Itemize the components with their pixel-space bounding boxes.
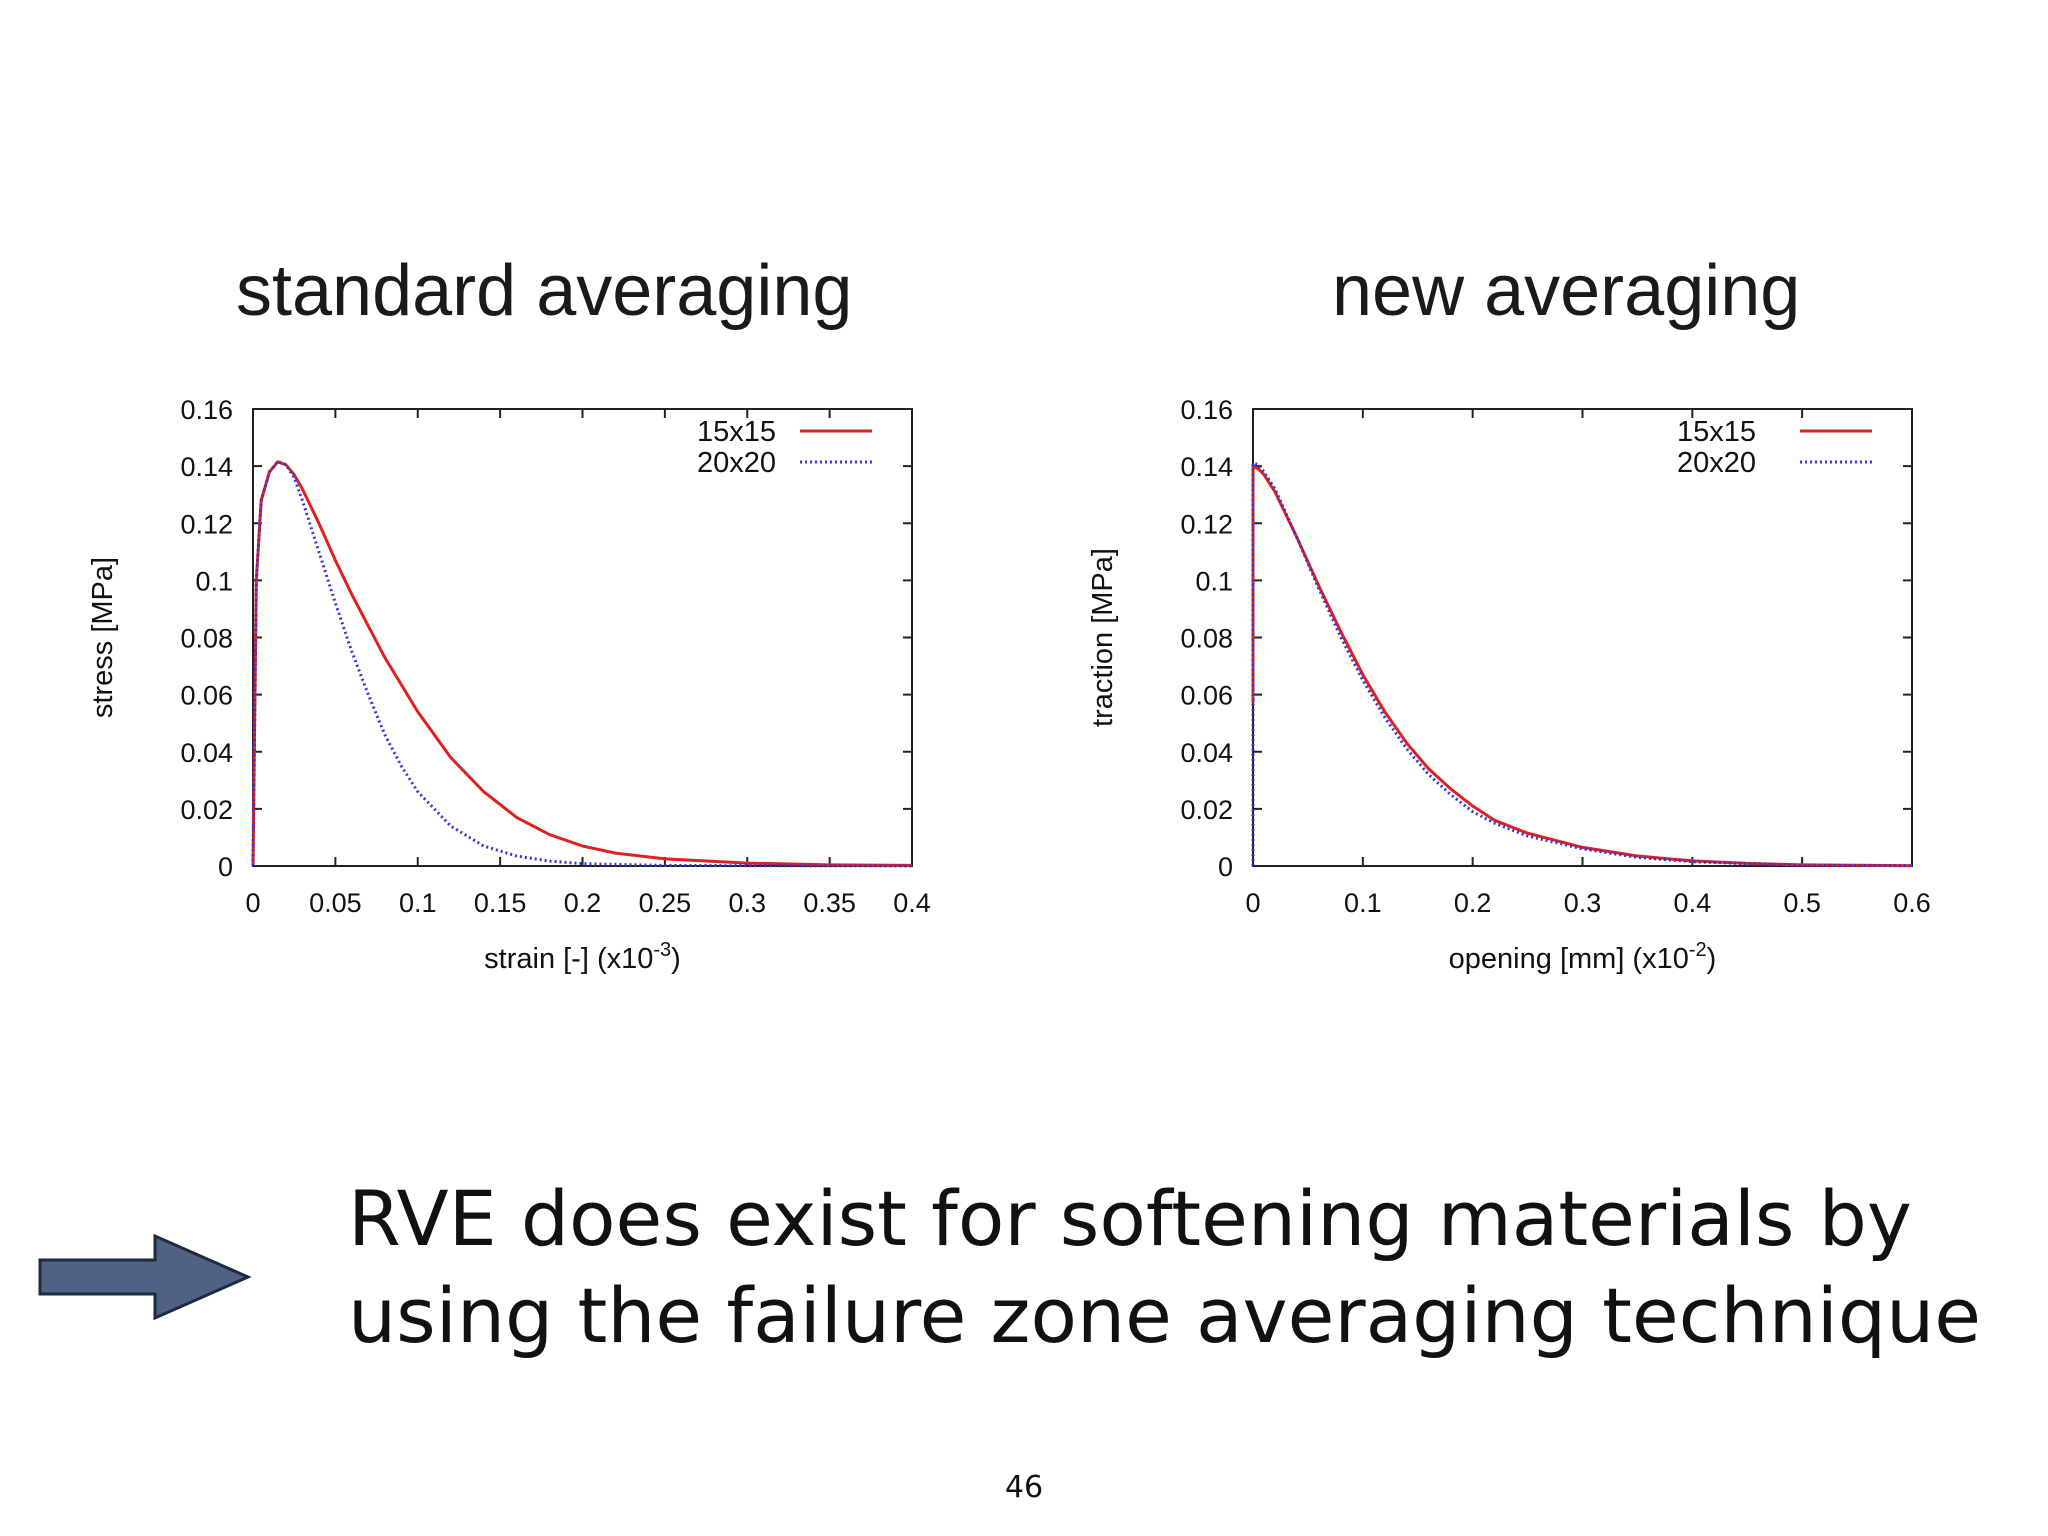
y-tick-label: 0.16: [1180, 395, 1233, 425]
x-tick-label: 0.1: [399, 888, 437, 918]
page-number: 46: [1004, 1470, 1044, 1505]
x-tick-label: 0: [1245, 888, 1260, 918]
y-tick-label: 0.02: [180, 795, 233, 825]
series-line-15x15: [251, 460, 913, 867]
x-axis-label-exponent: -2: [1689, 939, 1707, 961]
x-axis-label-text: opening [mm] (x10: [1449, 943, 1689, 975]
y-tick-label: 0.08: [180, 624, 233, 654]
y-tick-label: 0.06: [1180, 681, 1233, 711]
x-tick-label: 0.6: [1893, 888, 1931, 918]
legend-label: 20x20: [697, 447, 776, 479]
chart-title-standard-averaging: standard averaging: [236, 251, 853, 331]
x-tick-label: 0.3: [1564, 888, 1602, 918]
x-tick-label: 0.35: [803, 888, 856, 918]
y-tick-label: 0.1: [1195, 566, 1233, 596]
y-tick-label: 0.08: [1180, 624, 1233, 654]
x-axis-label-exponent: -3: [653, 939, 671, 961]
y-tick-label: 0.06: [180, 681, 233, 711]
x-tick-label: 0.4: [1674, 888, 1712, 918]
y-tick-label: 0.04: [1180, 738, 1233, 768]
x-axis-label-text: strain [-] (x10: [484, 943, 653, 975]
x-tick-label: 0.1: [1344, 888, 1382, 918]
x-tick-label: 0: [245, 888, 260, 918]
plot-frame: [1252, 408, 1913, 867]
x-tick-label: 0.15: [474, 888, 527, 918]
x-tick-label: 0.5: [1783, 888, 1821, 918]
right-arrow-icon: [38, 1233, 252, 1321]
x-axis-label: strain [-] (x10-3): [484, 939, 681, 975]
conclusion-text: RVE does exist for softening materials b…: [348, 1170, 1982, 1364]
x-axis-label-suffix: ): [1707, 943, 1717, 975]
y-axis-label: stress [MPa]: [87, 557, 119, 718]
y-tick-label: 0.02: [1180, 795, 1233, 825]
y-axis-label: traction [MPa]: [1087, 548, 1119, 727]
x-tick-label: 0.3: [728, 888, 766, 918]
x-axis-label: opening [mm] (x10-2): [1449, 939, 1717, 975]
y-tick-label: 0: [1218, 852, 1233, 882]
series-line-15x15: [1251, 464, 1913, 868]
x-tick-label: 0.25: [639, 888, 692, 918]
y-tick-label: 0: [218, 852, 233, 882]
y-tick-label: 0.14: [180, 452, 233, 482]
x-tick-label: 0.2: [1454, 888, 1492, 918]
y-tick-label: 0.14: [1180, 452, 1233, 482]
y-tick-label: 0.1: [195, 566, 233, 596]
legend-label: 20x20: [1677, 447, 1756, 479]
legend-label: 15x15: [697, 416, 776, 448]
x-tick-label: 0.05: [309, 888, 362, 918]
conclusion-line-2: using the failure zone averaging techniq…: [348, 1271, 1982, 1360]
x-axis-label-suffix: ): [671, 943, 681, 975]
series-line-20x20: [251, 460, 913, 868]
legend-label: 15x15: [1677, 416, 1756, 448]
x-tick-label: 0.2: [564, 888, 602, 918]
x-tick-label: 0.4: [893, 888, 931, 918]
conclusion-line-1: RVE does exist for softening materials b…: [348, 1174, 1912, 1263]
y-tick-label: 0.04: [180, 738, 233, 768]
series-line-20x20: [1251, 461, 1913, 868]
chart-title-new-averaging: new averaging: [1332, 251, 1801, 331]
y-tick-label: 0.12: [180, 509, 233, 539]
y-tick-label: 0.12: [1180, 509, 1233, 539]
y-tick-label: 0.16: [180, 395, 233, 425]
